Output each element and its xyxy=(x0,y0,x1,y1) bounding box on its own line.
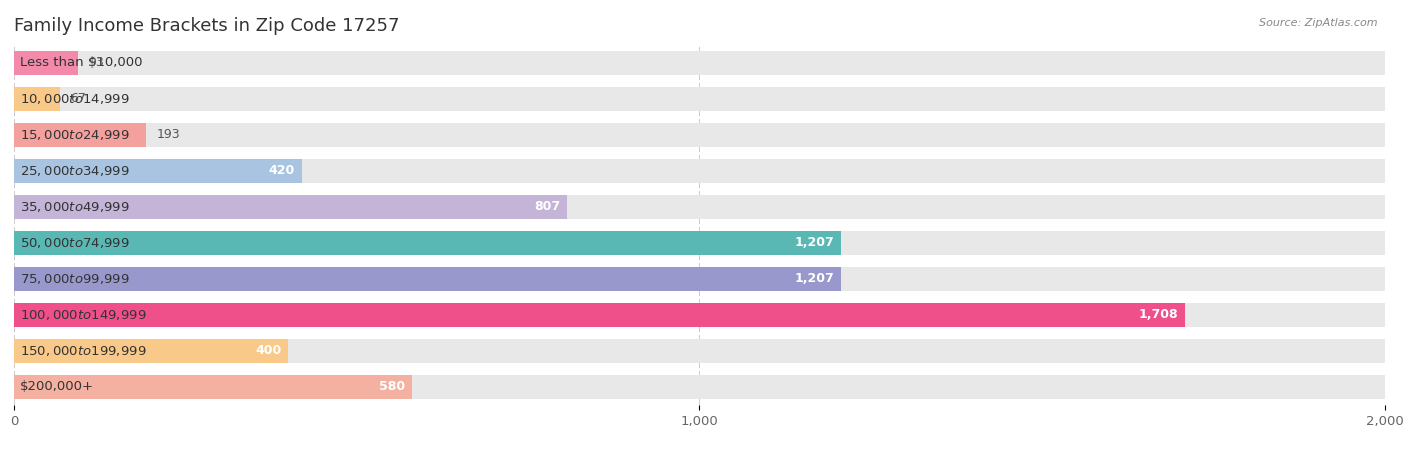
Bar xyxy=(14,123,1385,147)
Text: Source: ZipAtlas.com: Source: ZipAtlas.com xyxy=(1260,18,1378,28)
Bar xyxy=(14,159,1385,183)
Bar xyxy=(14,339,288,363)
Bar xyxy=(14,87,1385,111)
Bar xyxy=(14,231,1385,255)
Bar xyxy=(14,51,77,75)
Bar xyxy=(14,375,1385,399)
Bar xyxy=(14,267,841,291)
Text: 1,207: 1,207 xyxy=(794,237,835,249)
Text: 193: 193 xyxy=(156,129,180,141)
Bar xyxy=(14,51,1385,75)
Bar xyxy=(14,195,567,219)
Text: 1,708: 1,708 xyxy=(1139,309,1178,321)
Text: 420: 420 xyxy=(269,165,295,177)
Bar xyxy=(14,339,1385,363)
Bar xyxy=(14,87,60,111)
Text: 67: 67 xyxy=(70,93,86,105)
Bar xyxy=(14,375,412,399)
Text: $15,000 to $24,999: $15,000 to $24,999 xyxy=(20,128,129,142)
Text: Less than $10,000: Less than $10,000 xyxy=(20,57,142,69)
Text: $200,000+: $200,000+ xyxy=(20,381,94,393)
Text: 400: 400 xyxy=(254,345,281,357)
Text: $100,000 to $149,999: $100,000 to $149,999 xyxy=(20,308,146,322)
Bar xyxy=(14,303,1185,327)
Bar xyxy=(14,123,146,147)
Text: 93: 93 xyxy=(89,57,104,69)
Text: Family Income Brackets in Zip Code 17257: Family Income Brackets in Zip Code 17257 xyxy=(14,17,399,35)
Text: $50,000 to $74,999: $50,000 to $74,999 xyxy=(20,236,129,250)
Text: 807: 807 xyxy=(534,201,561,213)
Text: $35,000 to $49,999: $35,000 to $49,999 xyxy=(20,200,129,214)
Bar xyxy=(14,231,841,255)
Bar xyxy=(14,195,1385,219)
Text: $25,000 to $34,999: $25,000 to $34,999 xyxy=(20,164,129,178)
Text: $150,000 to $199,999: $150,000 to $199,999 xyxy=(20,344,146,358)
Bar xyxy=(14,303,1385,327)
Text: 580: 580 xyxy=(378,381,405,393)
Bar xyxy=(14,267,1385,291)
Text: 1,207: 1,207 xyxy=(794,273,835,285)
Text: $10,000 to $14,999: $10,000 to $14,999 xyxy=(20,92,129,106)
Text: $75,000 to $99,999: $75,000 to $99,999 xyxy=(20,272,129,286)
Bar xyxy=(14,159,302,183)
